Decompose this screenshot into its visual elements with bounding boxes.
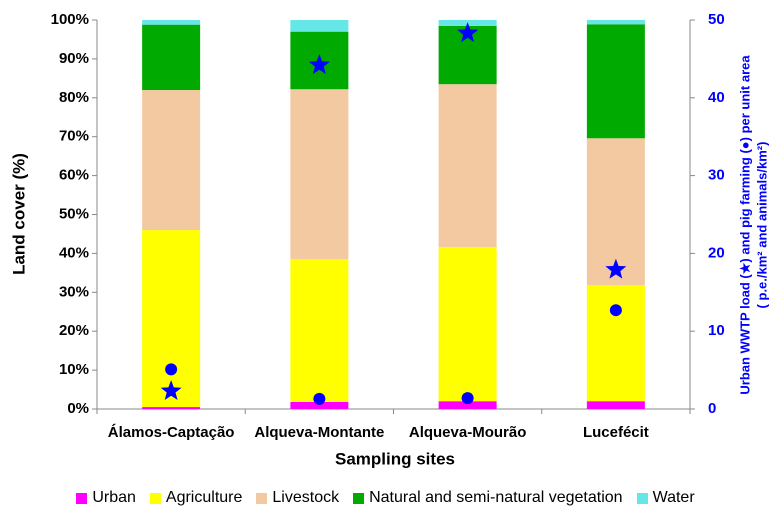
y-axis-title: Land cover (%)	[9, 153, 28, 275]
star-marker	[160, 380, 182, 400]
x-axis-title: Sampling sites	[335, 449, 455, 468]
bar-segment	[290, 89, 349, 260]
bar-segment	[290, 259, 349, 402]
y-tick-label: 60%	[59, 167, 89, 184]
legend-item: Urban	[76, 489, 136, 507]
bar-segment	[142, 24, 201, 91]
legend-label: Livestock	[272, 489, 340, 506]
legend-label: Natural and semi-natural vegetation	[369, 489, 623, 506]
y2-tick-label: 10	[708, 322, 725, 339]
legend: Urban Agriculture Livestock Natural and sem…	[0, 489, 771, 507]
y2-tick-label: 50	[708, 11, 725, 28]
star-marker	[308, 54, 330, 74]
bar-segment	[438, 401, 497, 409]
bar-segment	[290, 401, 349, 409]
bar-segment	[586, 24, 645, 139]
x-tick-label: Lucefécit	[583, 424, 649, 441]
y-tick-label: 80%	[59, 89, 89, 106]
y-tick-label: 10%	[59, 361, 89, 378]
legend-swatch	[353, 492, 365, 504]
legend-item: Agriculture	[149, 489, 243, 507]
y2-axis-title: Urban WWTP load (★) and pig farming (●) …	[737, 55, 752, 395]
bar-segment	[586, 401, 645, 409]
bar-segment	[142, 20, 201, 25]
y-tick-label: 50%	[59, 205, 89, 222]
y-tick-label: 30%	[59, 283, 89, 300]
bar-segment	[438, 84, 497, 248]
star-marker	[457, 22, 479, 43]
legend-item: Water	[636, 489, 695, 507]
legend-item: Livestock	[256, 489, 339, 507]
y2-axis-title: ( p.e./km² and animals/km²)	[754, 142, 769, 309]
star-marker	[605, 258, 627, 279]
bar-segment	[290, 20, 349, 32]
y-tick-label: 100%	[51, 11, 89, 28]
bar-segment	[142, 407, 201, 409]
y-tick-label: 40%	[59, 244, 89, 261]
y2-tick-label: 30	[708, 167, 725, 184]
y-tick-label: 0%	[67, 400, 89, 417]
y2-tick-label: 20	[708, 244, 725, 261]
legend-swatch	[76, 492, 88, 504]
bar-segment	[438, 247, 497, 402]
y2-tick-label: 40	[708, 89, 725, 106]
circle-marker	[461, 392, 474, 405]
bar-segment	[586, 285, 645, 402]
legend-item: Natural and semi-natural vegetation	[353, 489, 623, 507]
x-tick-label: Alqueva-Mourão	[409, 424, 527, 441]
legend-swatch	[636, 492, 648, 504]
bar-segment	[586, 20, 645, 25]
circle-marker	[165, 363, 178, 376]
circle-marker	[609, 304, 622, 317]
chart: Sampling sites Land cover (%) Urban WWTP…	[9, 11, 769, 469]
y2-tick-label: 0	[708, 400, 716, 417]
legend-label: Agriculture	[165, 489, 243, 506]
y-tick-label: 20%	[59, 322, 89, 339]
bar-segment	[142, 230, 201, 408]
circle-marker	[313, 392, 326, 405]
y-tick-label: 90%	[59, 50, 89, 67]
legend-swatch	[149, 492, 161, 504]
legend-label: Urban	[92, 489, 136, 506]
y-tick-label: 70%	[59, 128, 89, 145]
bar-segment	[142, 90, 201, 231]
legend-swatch	[256, 492, 268, 504]
x-tick-label: Alqueva-Montante	[254, 424, 384, 441]
x-tick-label: Álamos-Captação	[108, 424, 235, 441]
legend-label: Water	[652, 489, 695, 506]
